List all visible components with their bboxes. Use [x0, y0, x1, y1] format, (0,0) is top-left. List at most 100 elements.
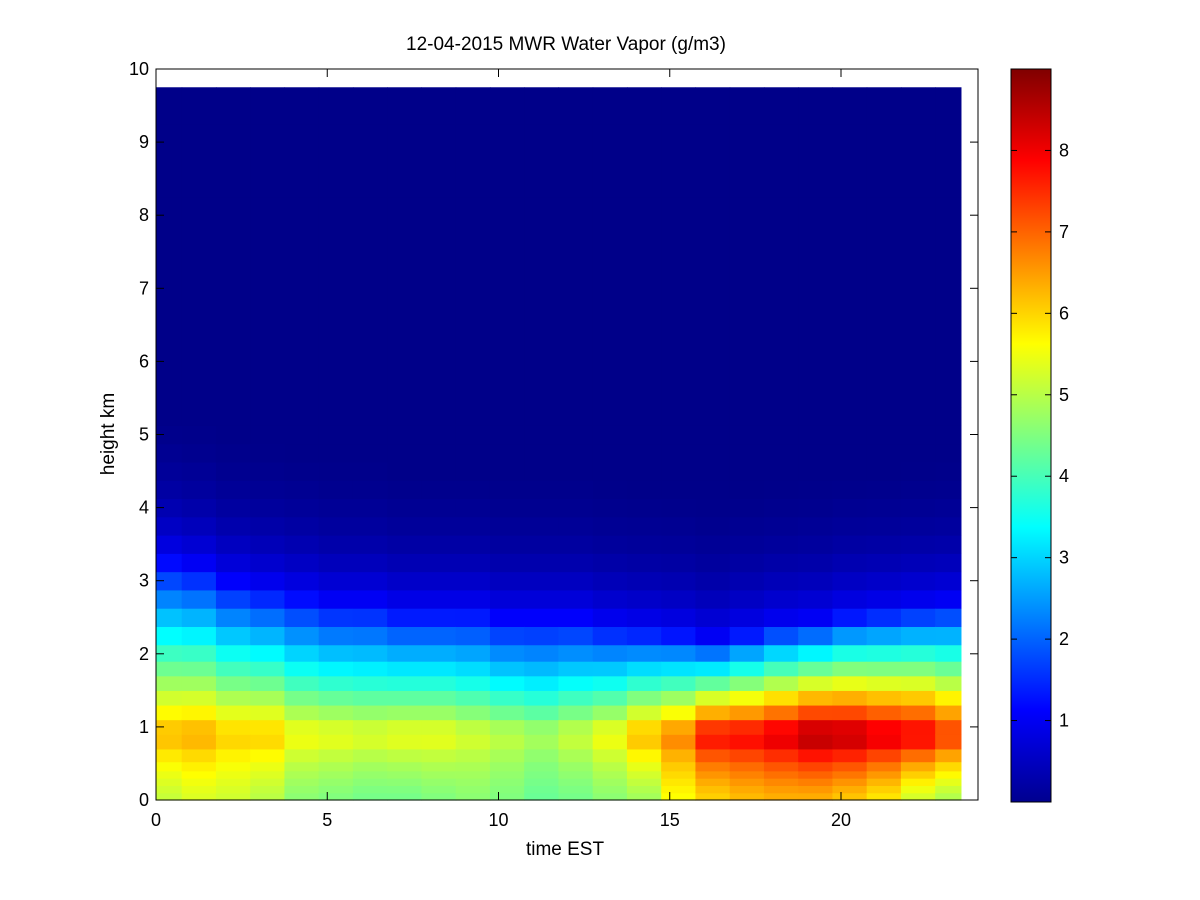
heatmap-cell [421, 516, 457, 536]
heatmap-cell [866, 690, 902, 706]
heatmap-cell [352, 792, 388, 801]
heatmap-cell [455, 480, 491, 500]
heatmap-cell [763, 589, 799, 609]
heatmap-cell [798, 719, 834, 735]
heatmap-cell [455, 748, 491, 763]
heatmap-cell [558, 160, 594, 198]
heatmap-cell [763, 661, 799, 677]
heatmap-cell [215, 306, 251, 344]
heatmap-cell [181, 626, 217, 646]
heatmap-cell [352, 553, 388, 573]
heatmap-cell [524, 770, 560, 779]
heatmap-cell [181, 535, 217, 554]
heatmap-cell [935, 734, 962, 750]
heatmap-cell [318, 196, 354, 235]
heatmap-cell [455, 443, 491, 463]
heatmap-cell [181, 160, 217, 198]
colorbar-tick-label: 4 [1059, 466, 1069, 486]
heatmap-cell [900, 480, 936, 500]
heatmap-cell [661, 785, 697, 794]
heatmap-cell [489, 443, 525, 463]
heatmap-cell [215, 608, 251, 627]
heatmap-cell [695, 425, 731, 445]
heatmap-cell [661, 734, 697, 750]
heatmap-cell [318, 553, 354, 573]
heatmap-cell [156, 589, 183, 609]
heatmap-cell [215, 690, 251, 706]
heatmap-cell [558, 407, 594, 426]
heatmap-cell [626, 661, 662, 677]
heatmap-cell [763, 233, 799, 271]
heatmap-cell [763, 535, 799, 554]
heatmap-cell [763, 379, 799, 408]
heatmap-cell [215, 516, 251, 536]
heatmap-cell [524, 785, 560, 794]
heatmap-cell [156, 704, 183, 721]
heatmap-cell [832, 704, 868, 721]
heatmap-cell [455, 461, 491, 481]
heatmap-cell [387, 123, 423, 161]
heatmap-cell [900, 761, 936, 772]
x-tick-label: 0 [151, 810, 161, 830]
heatmap-cell [156, 761, 183, 772]
heatmap-cell [250, 719, 286, 735]
heatmap-cell [729, 306, 765, 344]
heatmap-cell [763, 761, 799, 772]
heatmap-cell [524, 761, 560, 772]
heatmap-cell [318, 761, 354, 772]
heatmap-cell [318, 608, 354, 627]
heatmap-cell [387, 480, 423, 500]
heatmap-cell [798, 270, 834, 308]
heatmap-cell [387, 270, 423, 308]
heatmap-cell [729, 675, 765, 691]
heatmap-cell [900, 644, 936, 662]
heatmap-cell [215, 233, 251, 271]
heatmap-cell [318, 498, 354, 518]
heatmap-cell [661, 87, 697, 125]
heatmap-cell [387, 661, 423, 677]
heatmap-cell [592, 461, 628, 481]
heatmap-cell [181, 196, 217, 235]
heatmap-cell [729, 626, 765, 646]
heatmap-cell [250, 571, 286, 591]
heatmap-cell [695, 792, 731, 801]
colorbar-tick-label: 1 [1059, 711, 1069, 731]
heatmap-cell [558, 719, 594, 735]
heatmap-cell [421, 407, 457, 426]
heatmap-cell [935, 719, 962, 735]
heatmap-cell [421, 589, 457, 609]
heatmap-cell [524, 87, 560, 125]
heatmap-cell [626, 690, 662, 706]
heatmap-cell [935, 644, 962, 662]
heatmap-cell [900, 160, 936, 198]
heatmap-cell [250, 770, 286, 779]
heatmap-cell [455, 233, 491, 271]
heatmap-cell [626, 770, 662, 779]
heatmap-cell [729, 379, 765, 408]
heatmap-cell [763, 778, 799, 786]
colorbar-tick-label: 5 [1059, 385, 1069, 405]
heatmap-cell [729, 704, 765, 721]
heatmap-cell [489, 571, 525, 591]
heatmap-cell [524, 661, 560, 677]
heatmap-cell [900, 516, 936, 536]
heatmap-cell [524, 719, 560, 735]
heatmap-cell [215, 196, 251, 235]
heatmap-cell [181, 480, 217, 500]
heatmap-cell [250, 761, 286, 772]
heatmap-cell [284, 778, 320, 786]
heatmap-cell [387, 516, 423, 536]
heatmap-cell [866, 761, 902, 772]
heatmap-cell [661, 644, 697, 662]
x-axis-label: time EST [526, 839, 605, 860]
heatmap-cell [215, 535, 251, 554]
heatmap-cell [592, 770, 628, 779]
heatmap-cell [558, 661, 594, 677]
heatmap-cell [900, 407, 936, 426]
heatmap-cell [592, 644, 628, 662]
heatmap-cell [763, 87, 799, 125]
heatmap-cell [729, 343, 765, 381]
heatmap-cell [421, 461, 457, 481]
heatmap-cell [489, 87, 525, 125]
heatmap-cell [421, 719, 457, 735]
